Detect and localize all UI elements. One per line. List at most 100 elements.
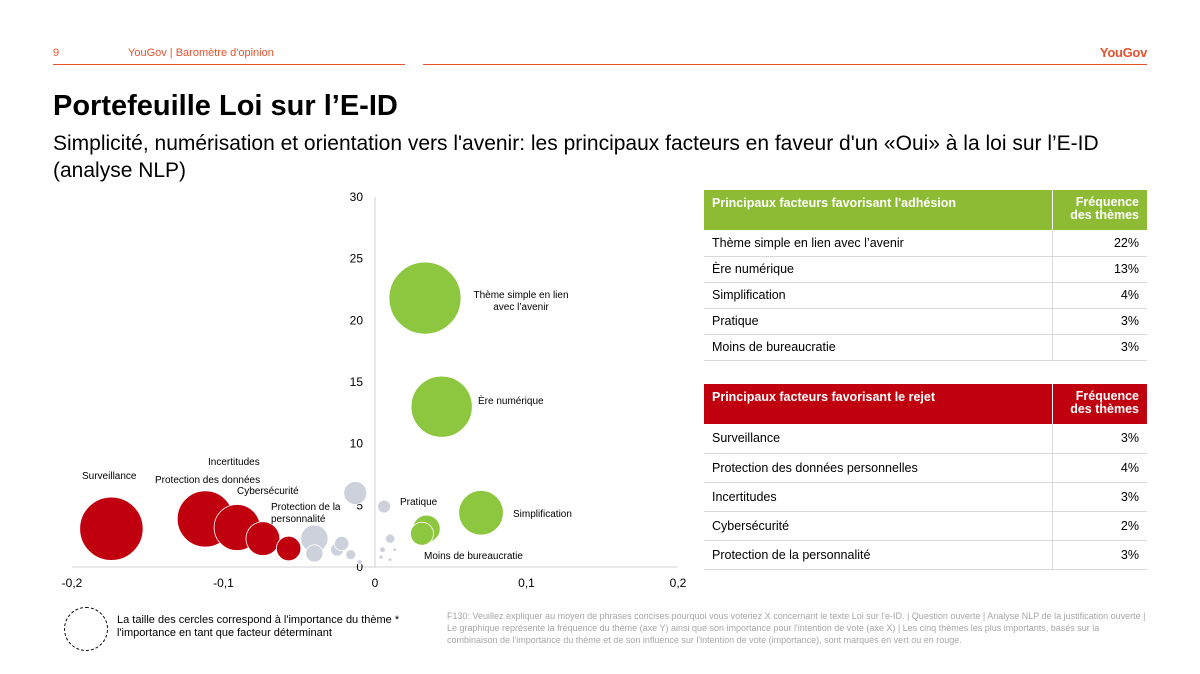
- bubble-point: [305, 544, 324, 563]
- page-number: 9: [53, 47, 60, 59]
- bubble-label-line: Pratique: [400, 497, 438, 508]
- row-label: Moins de bureaucratie: [704, 334, 1053, 361]
- table-row: Ère numérique 13%: [704, 256, 1147, 283]
- bubble-point: [458, 490, 504, 536]
- bubble-point: [79, 496, 144, 561]
- chart-axes: -0,2 -0,1 0 0,1 0,2 0 5 10 15 20 25 30: [62, 190, 687, 590]
- table-row: Thème simple en lien avec l’avenir 22%: [704, 230, 1147, 257]
- table-row: Simplification 4%: [704, 282, 1147, 309]
- bubble-point: [378, 554, 384, 560]
- row-value: 22%: [1052, 230, 1147, 257]
- bubble-label-line: Thème simple en lien: [473, 290, 568, 301]
- bubble-label: Simplification: [513, 509, 572, 520]
- size-legend-text: La taille des cercles correspond à l'imp…: [117, 614, 400, 639]
- table-rejet-freq-header: Fréquence des thèmes: [1052, 384, 1147, 424]
- table-row: Incertitudes 3%: [704, 482, 1147, 512]
- bubble-label-line: Moins de bureaucratie: [424, 551, 523, 562]
- table-row: Cybersécurité 2%: [704, 511, 1147, 541]
- bubble-point: [388, 261, 462, 335]
- row-label: Protection des données personnelles: [704, 453, 1053, 483]
- table-adhesion-freq-header: Fréquence des thèmes: [1052, 190, 1147, 230]
- chart-bubbles: [79, 261, 504, 565]
- table-row: Moins de bureaucratie 3%: [704, 334, 1147, 361]
- row-label: Pratique: [704, 308, 1053, 335]
- yougov-logo: YouGov: [1099, 45, 1147, 60]
- bubble-label-line: Surveillance: [82, 471, 137, 482]
- x-tick-label: 0: [372, 576, 379, 590]
- row-value: 4%: [1052, 453, 1147, 483]
- row-label: Surveillance: [704, 424, 1053, 454]
- row-value: 4%: [1052, 282, 1147, 309]
- table-rejet: Principaux facteurs favorisant le rejet …: [704, 384, 1147, 570]
- bubble-chart: -0,2 -0,1 0 0,1 0,2 0 5 10 15 20 25 30 Thème simple…: [62, 190, 687, 590]
- y-tick-label: 25: [350, 252, 364, 266]
- size-legend-circle: [64, 607, 108, 651]
- chart-labels: Thème simple en lien avec l’avenir Ère num…: [82, 290, 572, 562]
- bubble-point: [387, 557, 393, 562]
- bubble-point: [410, 375, 473, 438]
- x-tick-label: -0,1: [213, 576, 234, 590]
- bubble-label-line: Simplification: [513, 509, 572, 520]
- x-tick-label: 0,1: [518, 576, 535, 590]
- bubble-point: [334, 535, 350, 552]
- y-tick-label: 5: [356, 498, 363, 512]
- bubble-label: Thème simple en lien avec l’avenir: [473, 290, 568, 313]
- bubble-label-line: personnalité: [271, 514, 326, 525]
- row-value: 3%: [1052, 482, 1147, 512]
- footnote: F130: Veuillez expliquer au moyen de phr…: [447, 611, 1146, 645]
- header-divider: [53, 64, 405, 65]
- bubble-label: Ère numérique: [478, 394, 544, 407]
- y-tick-label: 20: [350, 313, 364, 327]
- table-rejet-header: Principaux facteurs favorisant le rejet: [704, 384, 1053, 424]
- header-divider: [423, 64, 1147, 65]
- row-label: Thème simple en lien avec l’avenir: [704, 230, 1053, 257]
- bubble-label: Pratique: [400, 497, 438, 508]
- table-row: Protection des données personnelles 4%: [704, 453, 1147, 483]
- y-tick-label: 0: [356, 560, 363, 574]
- bubble-label-line: Protection de la: [271, 502, 341, 513]
- x-tick-label: 0,2: [670, 576, 687, 590]
- table-row: Pratique 3%: [704, 308, 1147, 335]
- row-value: 3%: [1052, 540, 1147, 570]
- bubble-point: [245, 521, 281, 556]
- bubble-point: [410, 521, 434, 546]
- row-label: Simplification: [704, 282, 1053, 309]
- bubble-point: [377, 499, 391, 514]
- bubble-point: [356, 559, 363, 565]
- row-value: 3%: [1052, 424, 1147, 454]
- bubble-label: Moins de bureaucratie: [424, 551, 523, 562]
- y-tick-label: 30: [350, 190, 364, 204]
- page-title: Portefeuille Loi sur l’E-ID: [53, 90, 398, 122]
- y-tick-label: 15: [350, 375, 364, 389]
- table-adhesion: Principaux facteurs favorisant l'adhésio…: [704, 190, 1147, 361]
- bubble-label-line: Ère numérique: [478, 394, 544, 407]
- row-value: 2%: [1052, 511, 1147, 541]
- page-subtitle: Simplicité, numérisation et orientation …: [53, 132, 1099, 182]
- bubble-point: [379, 546, 386, 554]
- row-value: 13%: [1052, 256, 1147, 283]
- bubble-label-line: Protection des données: [155, 475, 260, 486]
- bubble-point: [345, 549, 357, 561]
- row-value: 3%: [1052, 334, 1147, 361]
- table-row: Protection de la personnalité 3%: [704, 540, 1147, 570]
- bubble-label: Protection des données: [155, 475, 260, 486]
- bubble-label-line: avec l’avenir: [493, 302, 549, 313]
- row-value: 3%: [1052, 308, 1147, 335]
- row-label: Ère numérique: [704, 256, 1053, 283]
- bubble-point: [385, 533, 396, 544]
- bubble-point: [392, 547, 397, 552]
- bubble-point: [343, 481, 368, 505]
- x-tick-label: -0,2: [62, 576, 83, 590]
- row-label: Cybersécurité: [704, 511, 1053, 541]
- header-brand: YouGov | Baromètre d'opinion: [128, 47, 274, 59]
- row-label: Incertitudes: [704, 482, 1053, 512]
- bubble-label: Incertitudes: [208, 457, 260, 468]
- bubble-label-line: Cybersécurité: [237, 486, 299, 497]
- bubble-label: Protection de la personnalité: [271, 502, 341, 525]
- row-label: Protection de la personnalité: [704, 540, 1053, 570]
- bubble-label: Cybersécurité: [237, 486, 299, 497]
- bubble-point: [276, 535, 302, 562]
- table-adhesion-header: Principaux facteurs favorisant l'adhésio…: [704, 190, 1053, 230]
- table-row: Surveillance 3%: [704, 424, 1147, 454]
- bubble-label: Surveillance: [82, 471, 137, 482]
